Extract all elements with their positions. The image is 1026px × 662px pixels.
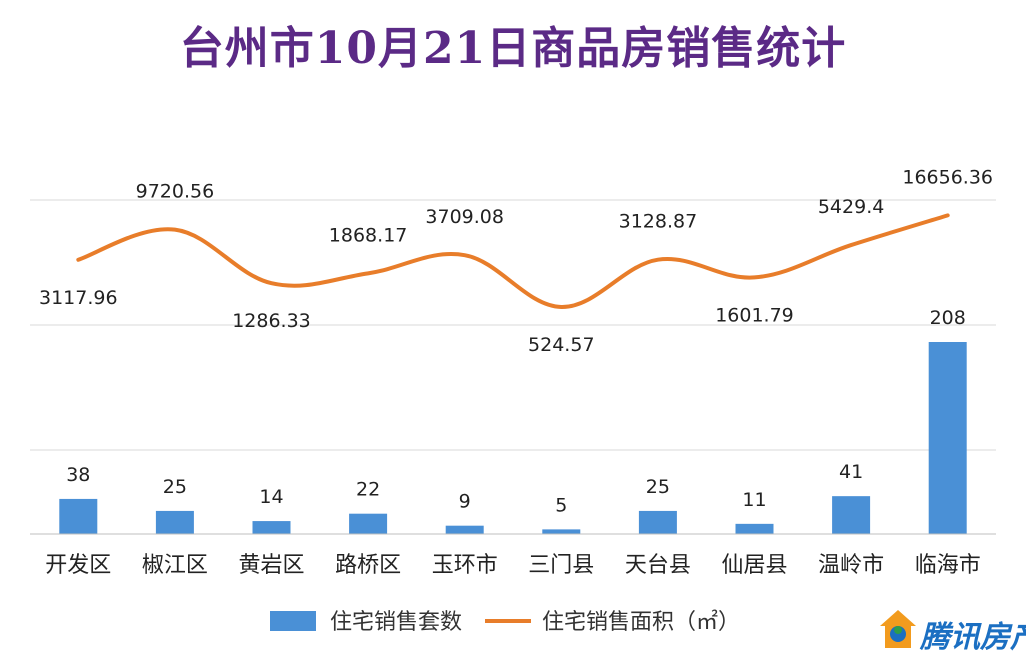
- category-label-5: 三门县: [528, 553, 594, 578]
- category-label-1: 椒江区: [142, 553, 208, 578]
- brand-logo: 腾讯房产: [876, 606, 1026, 655]
- line-value-label-9: 16656.36: [902, 166, 993, 188]
- legend-label-line: 住宅销售面积（㎡）: [542, 609, 740, 635]
- bar-1: [155, 510, 194, 534]
- bar-value-label-7: 11: [742, 489, 766, 511]
- bar-3: [349, 513, 388, 534]
- gridlines: [30, 199, 996, 451]
- line-value-label-3: 1868.17: [329, 224, 408, 246]
- category-labels: 开发区 椒江区 黄岩区 路桥区 玉环市 三门县 天台县 仙居县 温岭市 临海市: [45, 553, 980, 578]
- bar-value-label-2: 14: [259, 486, 283, 508]
- line-value-label-8: 5429.4: [818, 196, 884, 218]
- bar-2: [252, 521, 291, 534]
- line-series-area: [76, 213, 950, 310]
- bar-value-label-5: 5: [555, 494, 567, 516]
- bar-value-label-0: 38: [66, 464, 90, 486]
- bar-7: [735, 523, 774, 534]
- category-label-4: 玉环市: [432, 553, 498, 578]
- legend-swatch-bar: [270, 611, 316, 631]
- bar-6: [638, 510, 677, 534]
- brand-logo-text: 腾讯房产: [920, 620, 1026, 655]
- category-label-0: 开发区: [45, 553, 111, 578]
- bar-0: [59, 498, 98, 534]
- line-value-label-5: 524.57: [528, 334, 594, 356]
- bar-value-label-9: 208: [930, 307, 966, 329]
- category-label-8: 温岭市: [818, 553, 884, 578]
- bar-value-labels: 38 25 14 22 9 5 25 11 41 208: [66, 307, 966, 516]
- bar-8: [832, 496, 871, 534]
- category-label-7: 仙居县: [721, 553, 787, 578]
- line-value-labels: 3117.96 9720.56 1286.33 1868.17 3709.08 524.5…: [39, 166, 993, 356]
- category-label-3: 路桥区: [335, 553, 401, 578]
- bar-value-label-3: 22: [356, 479, 380, 501]
- house-logo-icon: [880, 610, 916, 648]
- line-value-label-6: 3128.87: [619, 211, 698, 233]
- bar-value-label-8: 41: [839, 461, 863, 483]
- bar-9: [928, 342, 967, 534]
- bar-5: [542, 529, 581, 534]
- legend: 住宅销售套数 住宅销售面积（㎡）: [270, 609, 740, 635]
- category-label-6: 天台县: [625, 553, 691, 578]
- bar-series: [59, 342, 967, 534]
- chart-title: 台州市10月21日商品房销售统计: [179, 23, 847, 74]
- line-value-label-7: 1601.79: [715, 304, 794, 326]
- line-value-label-4: 3709.08: [425, 206, 504, 228]
- category-label-2: 黄岩区: [238, 553, 304, 578]
- legend-label-bar: 住宅销售套数: [330, 610, 462, 635]
- bar-4: [445, 525, 484, 534]
- bar-value-label-4: 9: [459, 491, 471, 513]
- bar-value-label-6: 25: [646, 476, 670, 498]
- line-value-label-2: 1286.33: [232, 310, 311, 332]
- line-value-label-1: 9720.56: [136, 181, 215, 203]
- line-value-label-0: 3117.96: [39, 287, 118, 309]
- bar-value-label-1: 25: [163, 476, 187, 498]
- category-label-9: 临海市: [915, 553, 981, 578]
